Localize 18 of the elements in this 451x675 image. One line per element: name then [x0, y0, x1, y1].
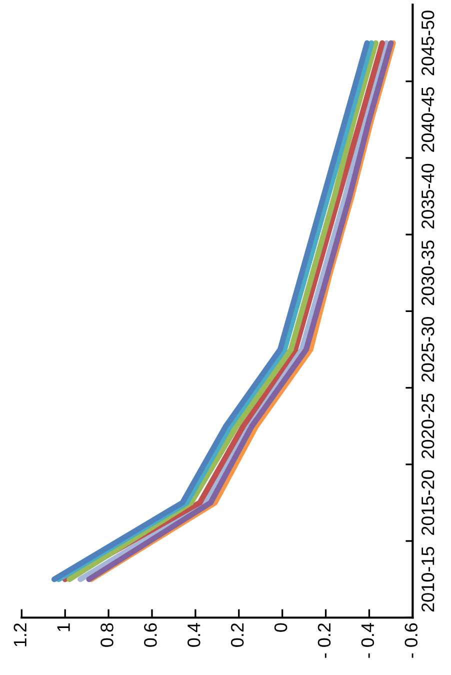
y-tick-label: 2020-25 — [421, 394, 434, 458]
x-tick-label: - 0.4 — [361, 623, 374, 658]
x-tick-label: - 0.6 — [404, 623, 418, 658]
y-tick-label: 2045-50 — [421, 10, 434, 76]
x-tick-label: 1 — [57, 623, 70, 632]
x-tick-label: 0.6 — [144, 623, 157, 647]
y-tick-label: 2030-35 — [421, 240, 434, 306]
y-tick-label: 2015-20 — [421, 470, 434, 535]
y-tick-label: 2025-30 — [421, 317, 434, 382]
x-tick-label: - 0.2 — [318, 623, 331, 658]
x-tick-label: 0 — [274, 623, 288, 632]
x-tick-label: 1.2 — [14, 623, 26, 646]
y-tick-label: 2010-15 — [421, 546, 434, 612]
x-tick-label: 0.8 — [100, 623, 114, 647]
y-tick-label: 2040-45 — [421, 87, 434, 152]
x-tick-label: 0.2 — [230, 623, 244, 647]
x-tick-label: 0.4 — [187, 623, 200, 647]
y-tick-label: 2035-40 — [421, 164, 434, 228]
